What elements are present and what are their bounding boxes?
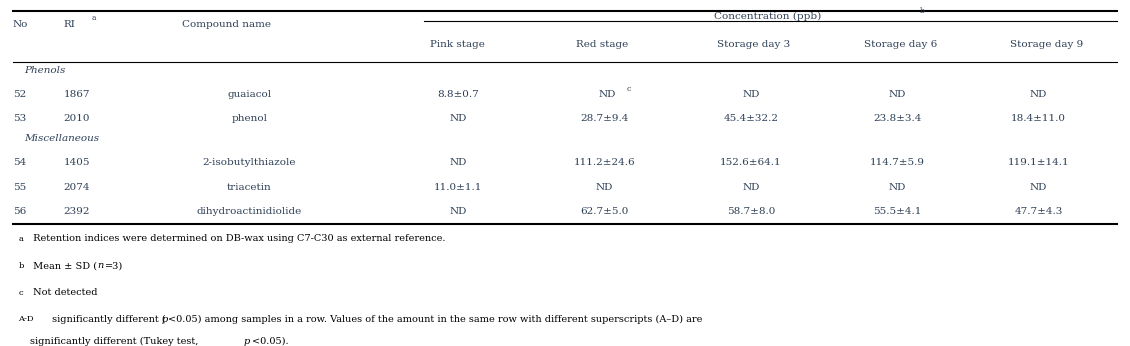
- Text: 2392: 2392: [63, 207, 90, 216]
- Text: 28.7±9.4: 28.7±9.4: [581, 115, 628, 124]
- Text: =3): =3): [105, 261, 123, 270]
- Text: 58.7±8.0: 58.7±8.0: [727, 207, 775, 216]
- Text: Phenols: Phenols: [24, 65, 66, 74]
- Text: triacetin: triacetin: [227, 183, 271, 192]
- Text: 62.7±5.0: 62.7±5.0: [581, 207, 628, 216]
- Text: b: b: [18, 262, 24, 270]
- Text: n: n: [97, 261, 104, 270]
- Text: 2-isobutylthiazole: 2-isobutylthiazole: [202, 158, 296, 167]
- Text: 18.4±11.0: 18.4±11.0: [1011, 115, 1066, 124]
- Text: a: a: [92, 14, 96, 22]
- Text: 2074: 2074: [63, 183, 90, 192]
- Text: 56: 56: [12, 207, 26, 216]
- Text: ND: ND: [889, 90, 906, 99]
- Text: 2010: 2010: [63, 115, 90, 124]
- Text: ND: ND: [450, 207, 467, 216]
- Text: 45.4±32.2: 45.4±32.2: [723, 115, 779, 124]
- Text: c: c: [627, 85, 632, 93]
- Text: phenol: phenol: [232, 115, 268, 124]
- Text: ND: ND: [599, 90, 616, 99]
- Text: 11.0±1.1: 11.0±1.1: [434, 183, 483, 192]
- Text: 47.7±4.3: 47.7±4.3: [1015, 207, 1062, 216]
- Text: ND: ND: [742, 90, 759, 99]
- Text: 119.1±14.1: 119.1±14.1: [1008, 158, 1069, 167]
- Text: RI: RI: [63, 20, 76, 29]
- Text: 53: 53: [12, 115, 26, 124]
- Text: ND: ND: [450, 115, 467, 124]
- Text: Pink stage: Pink stage: [429, 40, 485, 49]
- Text: Miscellaneous: Miscellaneous: [24, 134, 99, 143]
- Text: ND: ND: [889, 183, 906, 192]
- Text: ND: ND: [1029, 90, 1048, 99]
- Text: Storage day 3: Storage day 3: [718, 40, 790, 49]
- Text: dihydroactinidiolide: dihydroactinidiolide: [197, 207, 302, 216]
- Text: 54: 54: [12, 158, 26, 167]
- Text: significantly different (Tukey test,: significantly different (Tukey test,: [29, 337, 201, 346]
- Text: <0.05) among samples in a row. Values of the amount in the same row with differe: <0.05) among samples in a row. Values of…: [168, 315, 703, 324]
- Text: a: a: [18, 235, 24, 243]
- Text: <0.05).: <0.05).: [252, 337, 288, 346]
- Text: 8.8±0.7: 8.8±0.7: [437, 90, 479, 99]
- Text: 152.6±64.1: 152.6±64.1: [720, 158, 782, 167]
- Text: significantly different (: significantly different (: [49, 315, 165, 324]
- Text: ND: ND: [450, 158, 467, 167]
- Text: 111.2±24.6: 111.2±24.6: [574, 158, 635, 167]
- Text: 1867: 1867: [63, 90, 90, 99]
- Text: Concentration (ppb): Concentration (ppb): [714, 12, 822, 21]
- Text: ND: ND: [1029, 183, 1048, 192]
- Text: Mean ± SD (: Mean ± SD (: [29, 261, 97, 270]
- Text: p: p: [162, 315, 167, 324]
- Text: Storage day 9: Storage day 9: [1010, 40, 1084, 49]
- Text: c: c: [18, 289, 23, 297]
- Text: p: p: [244, 337, 250, 346]
- Text: ND: ND: [596, 183, 614, 192]
- Text: b: b: [920, 7, 925, 15]
- Text: A-D: A-D: [18, 315, 34, 323]
- Text: No: No: [12, 20, 28, 29]
- Text: 52: 52: [12, 90, 26, 99]
- Text: Not detected: Not detected: [29, 288, 97, 297]
- Text: 55: 55: [12, 183, 26, 192]
- Text: 23.8±3.4: 23.8±3.4: [873, 115, 922, 124]
- Text: 1405: 1405: [63, 158, 90, 167]
- Text: 55.5±4.1: 55.5±4.1: [873, 207, 922, 216]
- Text: 114.7±5.9: 114.7±5.9: [870, 158, 925, 167]
- Text: Storage day 6: Storage day 6: [863, 40, 937, 49]
- Text: guaiacol: guaiacol: [227, 90, 271, 99]
- Text: Retention indices were determined on DB-wax using C7-C30 as external reference.: Retention indices were determined on DB-…: [29, 235, 445, 244]
- Text: Red stage: Red stage: [576, 40, 628, 49]
- Text: ND: ND: [742, 183, 759, 192]
- Text: Compound name: Compound name: [182, 20, 271, 29]
